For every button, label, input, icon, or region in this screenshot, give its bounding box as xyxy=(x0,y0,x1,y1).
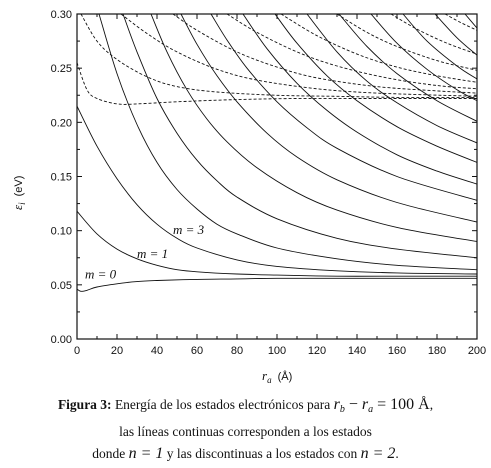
solid-curve-m3 xyxy=(98,14,477,271)
caption-line-1: Figura 3: Energía de los estados electró… xyxy=(0,394,491,421)
y-tick-label: 0.20 xyxy=(51,117,72,129)
y-tick-label: 0.00 xyxy=(51,334,72,346)
y-tick-label: 0.25 xyxy=(51,63,72,75)
curve-annotation: m = 3 xyxy=(173,222,205,237)
solid-curve-m8 xyxy=(242,14,477,185)
solid-curve-m5 xyxy=(150,14,477,242)
x-tick-label: 160 xyxy=(388,345,406,357)
dashed-curve-m5 xyxy=(280,14,477,83)
x-tick-label: 120 xyxy=(308,345,326,357)
curve-annotation: m = 1 xyxy=(137,246,168,261)
caption-math-n1: n = 1 xyxy=(128,445,164,462)
y-axis-unit: (eV) xyxy=(13,176,25,197)
math-r-a-sub: a xyxy=(368,404,374,415)
y-tick-label: 0.05 xyxy=(51,280,72,292)
solid-curve-m2 xyxy=(77,105,477,275)
dashed-curve-m3 xyxy=(172,14,477,94)
y-axis-symbol: ε xyxy=(10,204,25,210)
axis-titles-group: ra (Å) εi (eV) xyxy=(10,176,292,385)
plot-svg: 0 20 40 60 80 100 120 140 160 180 200 0.00 0.05 0.10 0… xyxy=(10,9,487,385)
x-tick-label: 40 xyxy=(151,345,163,357)
x-axis-subscript: a xyxy=(267,375,272,385)
x-axis-title: ra (Å) xyxy=(262,368,292,385)
x-tick-label: 20 xyxy=(111,345,123,357)
y-tick-label: 0.30 xyxy=(51,9,72,21)
solid-curve-m14 xyxy=(434,14,477,56)
axes-group xyxy=(76,13,478,340)
curve-annotation: m = 0 xyxy=(85,266,117,281)
plot-frame xyxy=(76,13,478,340)
solid-curve-m4 xyxy=(122,14,477,259)
x-tick-label: 0 xyxy=(74,345,80,357)
x-tick-label: 60 xyxy=(191,345,203,357)
math-r-b-sub: b xyxy=(339,404,345,415)
x-tick-label: 100 xyxy=(268,345,286,357)
solid-curve-m6 xyxy=(180,14,477,223)
caption-line-2: las líneas continuas corresponden a los … xyxy=(119,424,372,439)
dashed-curve-m0 xyxy=(77,62,477,105)
caption-math-n2: n = 2 xyxy=(360,445,396,462)
x-tick-label: 200 xyxy=(468,345,486,357)
dashed-curve-m7 xyxy=(390,14,477,55)
solid-curve-m11 xyxy=(338,14,477,122)
x-axis-symbol: r xyxy=(262,368,268,383)
x-axis-unit: (Å) xyxy=(278,370,293,383)
dashed-curve-m2 xyxy=(120,14,477,97)
figure-caption: Figura 3: Energía de los estados electró… xyxy=(0,394,491,465)
caption-period: . xyxy=(395,446,399,461)
caption-line-3: donde n = 1 y las discontinuas a los est… xyxy=(0,443,491,465)
energy-plot: 0 20 40 60 80 100 120 140 160 180 200 0.00 0.05 0.10 0… xyxy=(10,9,487,385)
dashed-curve-m6 xyxy=(336,14,477,71)
y-axis-title: εi (eV) xyxy=(10,176,27,210)
solid-curve-m10 xyxy=(306,14,477,144)
x-tick-label: 180 xyxy=(428,345,446,357)
dashed-curve-m4 xyxy=(226,14,477,90)
annotations-group: m = 3 m = 1 m = 0 xyxy=(85,222,205,281)
caption-text-1: Energía de los estados electrónicos para xyxy=(114,397,331,412)
y-tick-label: 0.15 xyxy=(51,172,72,184)
solid-curve-m12 xyxy=(370,14,477,102)
ticks-group: 0 20 40 60 80 100 120 140 160 180 200 0.00 0.05 0.10 0… xyxy=(51,9,487,357)
math-minus: − xyxy=(348,396,358,413)
solid-curve-m13 xyxy=(402,14,477,80)
solid-curve-m7 xyxy=(210,14,477,201)
caption-text-mid: y las discontinuas a los estados con xyxy=(166,446,358,461)
solid-curve-m0 xyxy=(77,277,477,292)
caption-math-1: rb − ra = 100 Å xyxy=(333,396,430,415)
solid-curve-m1 xyxy=(77,210,477,277)
x-tick-label: 140 xyxy=(348,345,366,357)
x-tick-label: 80 xyxy=(231,345,243,357)
caption-comma: , xyxy=(429,397,434,412)
math-equals-value: = 100 Å xyxy=(377,396,430,413)
solid-curve-m9 xyxy=(274,14,477,163)
curve-group xyxy=(77,14,477,292)
math-r-b: r xyxy=(333,396,340,413)
math-r-a: r xyxy=(361,396,369,413)
y-axis-subscript: i xyxy=(17,202,27,205)
figure-label: Figura 3: xyxy=(57,397,112,412)
solid-curve-m15 xyxy=(464,14,477,29)
caption-text-donde: donde xyxy=(92,446,126,461)
dashed-curve-m8 xyxy=(444,14,477,31)
y-tick-label: 0.10 xyxy=(51,226,72,238)
dashed-curve-m1 xyxy=(80,14,477,98)
